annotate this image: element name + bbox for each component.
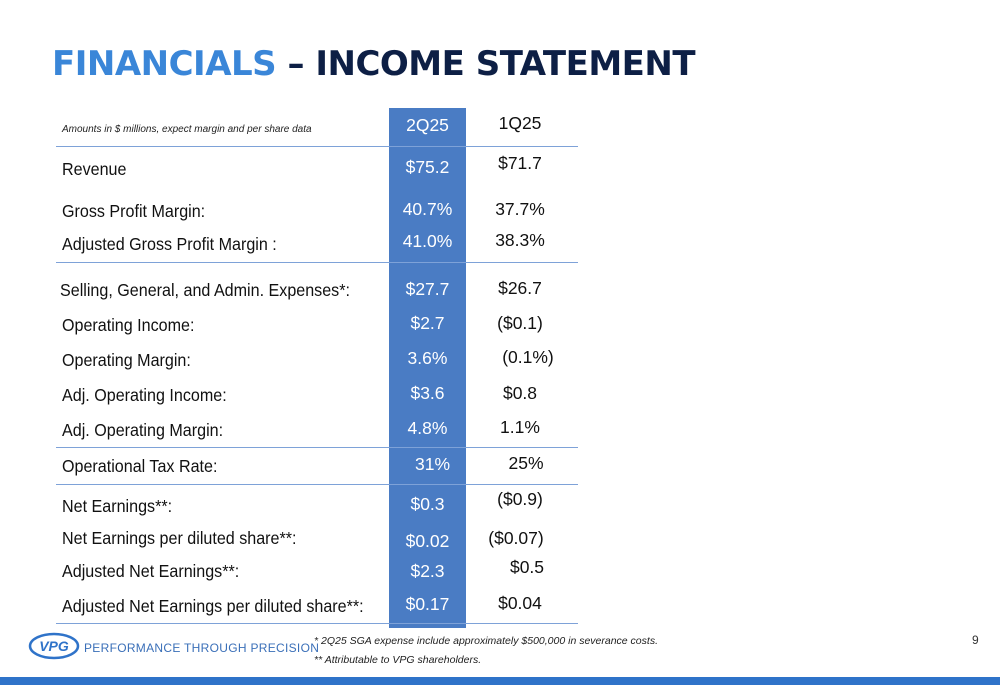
row-label-sga-expenses: Selling, General, and Admin. Expenses*: — [60, 280, 350, 300]
row-value-current-operational-tax-rate: 31% — [414, 454, 451, 474]
row-value-current-adjusted-net-earnings-per-share: $0.17 — [405, 594, 450, 614]
separator-line — [56, 262, 578, 263]
row-value-current-net-earnings: $0.3 — [410, 494, 445, 514]
row-label-adjusted-gross-profit-margin: Adjusted Gross Profit Margin : — [62, 234, 277, 254]
row-label-operating-margin: Operating Margin: — [62, 350, 191, 370]
row-label-net-earnings-per-share: Net Earnings per diluted share**: — [62, 528, 297, 548]
row-value-prior-adjusted-net-earnings-per-share: $0.04 — [498, 593, 542, 613]
row-label-gross-profit-margin: Gross Profit Margin: — [62, 201, 206, 221]
column-header-2q25: 2Q25 — [406, 115, 449, 135]
row-value-current-sga-expenses: $27.7 — [405, 279, 450, 299]
row-value-current-adjusted-gross-profit-margin: 41.0% — [402, 231, 453, 251]
row-value-current-adj-operating-income: $3.6 — [410, 383, 445, 403]
separator-line — [56, 447, 578, 448]
row-value-prior-operating-income: ($0.1) — [497, 313, 543, 333]
row-value-prior-adjusted-gross-profit-margin: 38.3% — [495, 230, 545, 250]
row-value-prior-adj-operating-margin: 1.1% — [500, 417, 540, 437]
page-number: 9 — [972, 633, 979, 647]
separator-line — [56, 484, 578, 485]
slide-title: FINANCIALS – INCOME STATEMENT — [52, 44, 696, 84]
row-value-prior-operational-tax-rate: 25% — [508, 453, 544, 473]
title-part-financials: FINANCIALS — [52, 44, 277, 84]
row-label-adjusted-net-earnings: Adjusted Net Earnings**: — [62, 561, 240, 581]
footnote-attributable: ** Attributable to VPG shareholders. — [314, 654, 482, 666]
row-label-adjusted-net-earnings-per-share: Adjusted Net Earnings per diluted share*… — [62, 596, 364, 616]
row-value-prior-net-earnings-per-share: ($0.07) — [488, 528, 544, 548]
row-label-adj-operating-income: Adj. Operating Income: — [62, 385, 227, 405]
row-value-current-adjusted-net-earnings: $2.3 — [410, 561, 445, 581]
row-value-prior-adj-operating-income: $0.8 — [502, 383, 538, 403]
row-value-current-operating-margin: 3.6% — [407, 348, 448, 368]
row-label-adj-operating-margin: Adj. Operating Margin: — [62, 420, 224, 440]
column-header-1q25: 1Q25 — [498, 113, 542, 133]
row-label-operational-tax-rate: Operational Tax Rate: — [62, 456, 218, 476]
row-value-prior-revenue: $71.7 — [498, 153, 542, 173]
row-value-current-adj-operating-margin: 4.8% — [407, 418, 448, 438]
row-value-current-gross-profit-margin: 40.7% — [402, 199, 453, 219]
row-value-prior-gross-profit-margin: 37.7% — [495, 199, 545, 219]
row-value-prior-operating-margin: (0.1%) — [502, 347, 554, 367]
footnote-sga: * 2Q25 SGA expense include approximately… — [314, 635, 658, 647]
title-part-income-statement: – INCOME STATEMENT — [276, 44, 696, 84]
row-value-current-revenue: $75.2 — [405, 157, 450, 177]
row-label-operating-income: Operating Income: — [62, 315, 195, 335]
current-quarter-column-highlight — [389, 108, 466, 628]
row-value-current-operating-income: $2.7 — [410, 313, 445, 333]
row-label-revenue: Revenue — [62, 159, 127, 179]
row-value-current-net-earnings-per-share: $0.02 — [405, 531, 450, 551]
row-value-prior-sga-expenses: $26.7 — [498, 278, 542, 298]
row-label-net-earnings: Net Earnings**: — [62, 496, 173, 516]
row-value-prior-adjusted-net-earnings: $0.5 — [509, 557, 545, 577]
bottom-accent-bar — [0, 677, 1000, 685]
tagline: PERFORMANCE THROUGH PRECISION — [84, 641, 320, 655]
row-value-prior-net-earnings: ($0.9) — [497, 489, 543, 509]
separator-line — [56, 623, 578, 624]
vpg-logo: VPG — [28, 632, 80, 660]
separator-line — [56, 146, 578, 147]
amounts-note: Amounts in $ millions, expect margin and… — [62, 124, 312, 135]
logo-text: VPG — [39, 638, 69, 654]
